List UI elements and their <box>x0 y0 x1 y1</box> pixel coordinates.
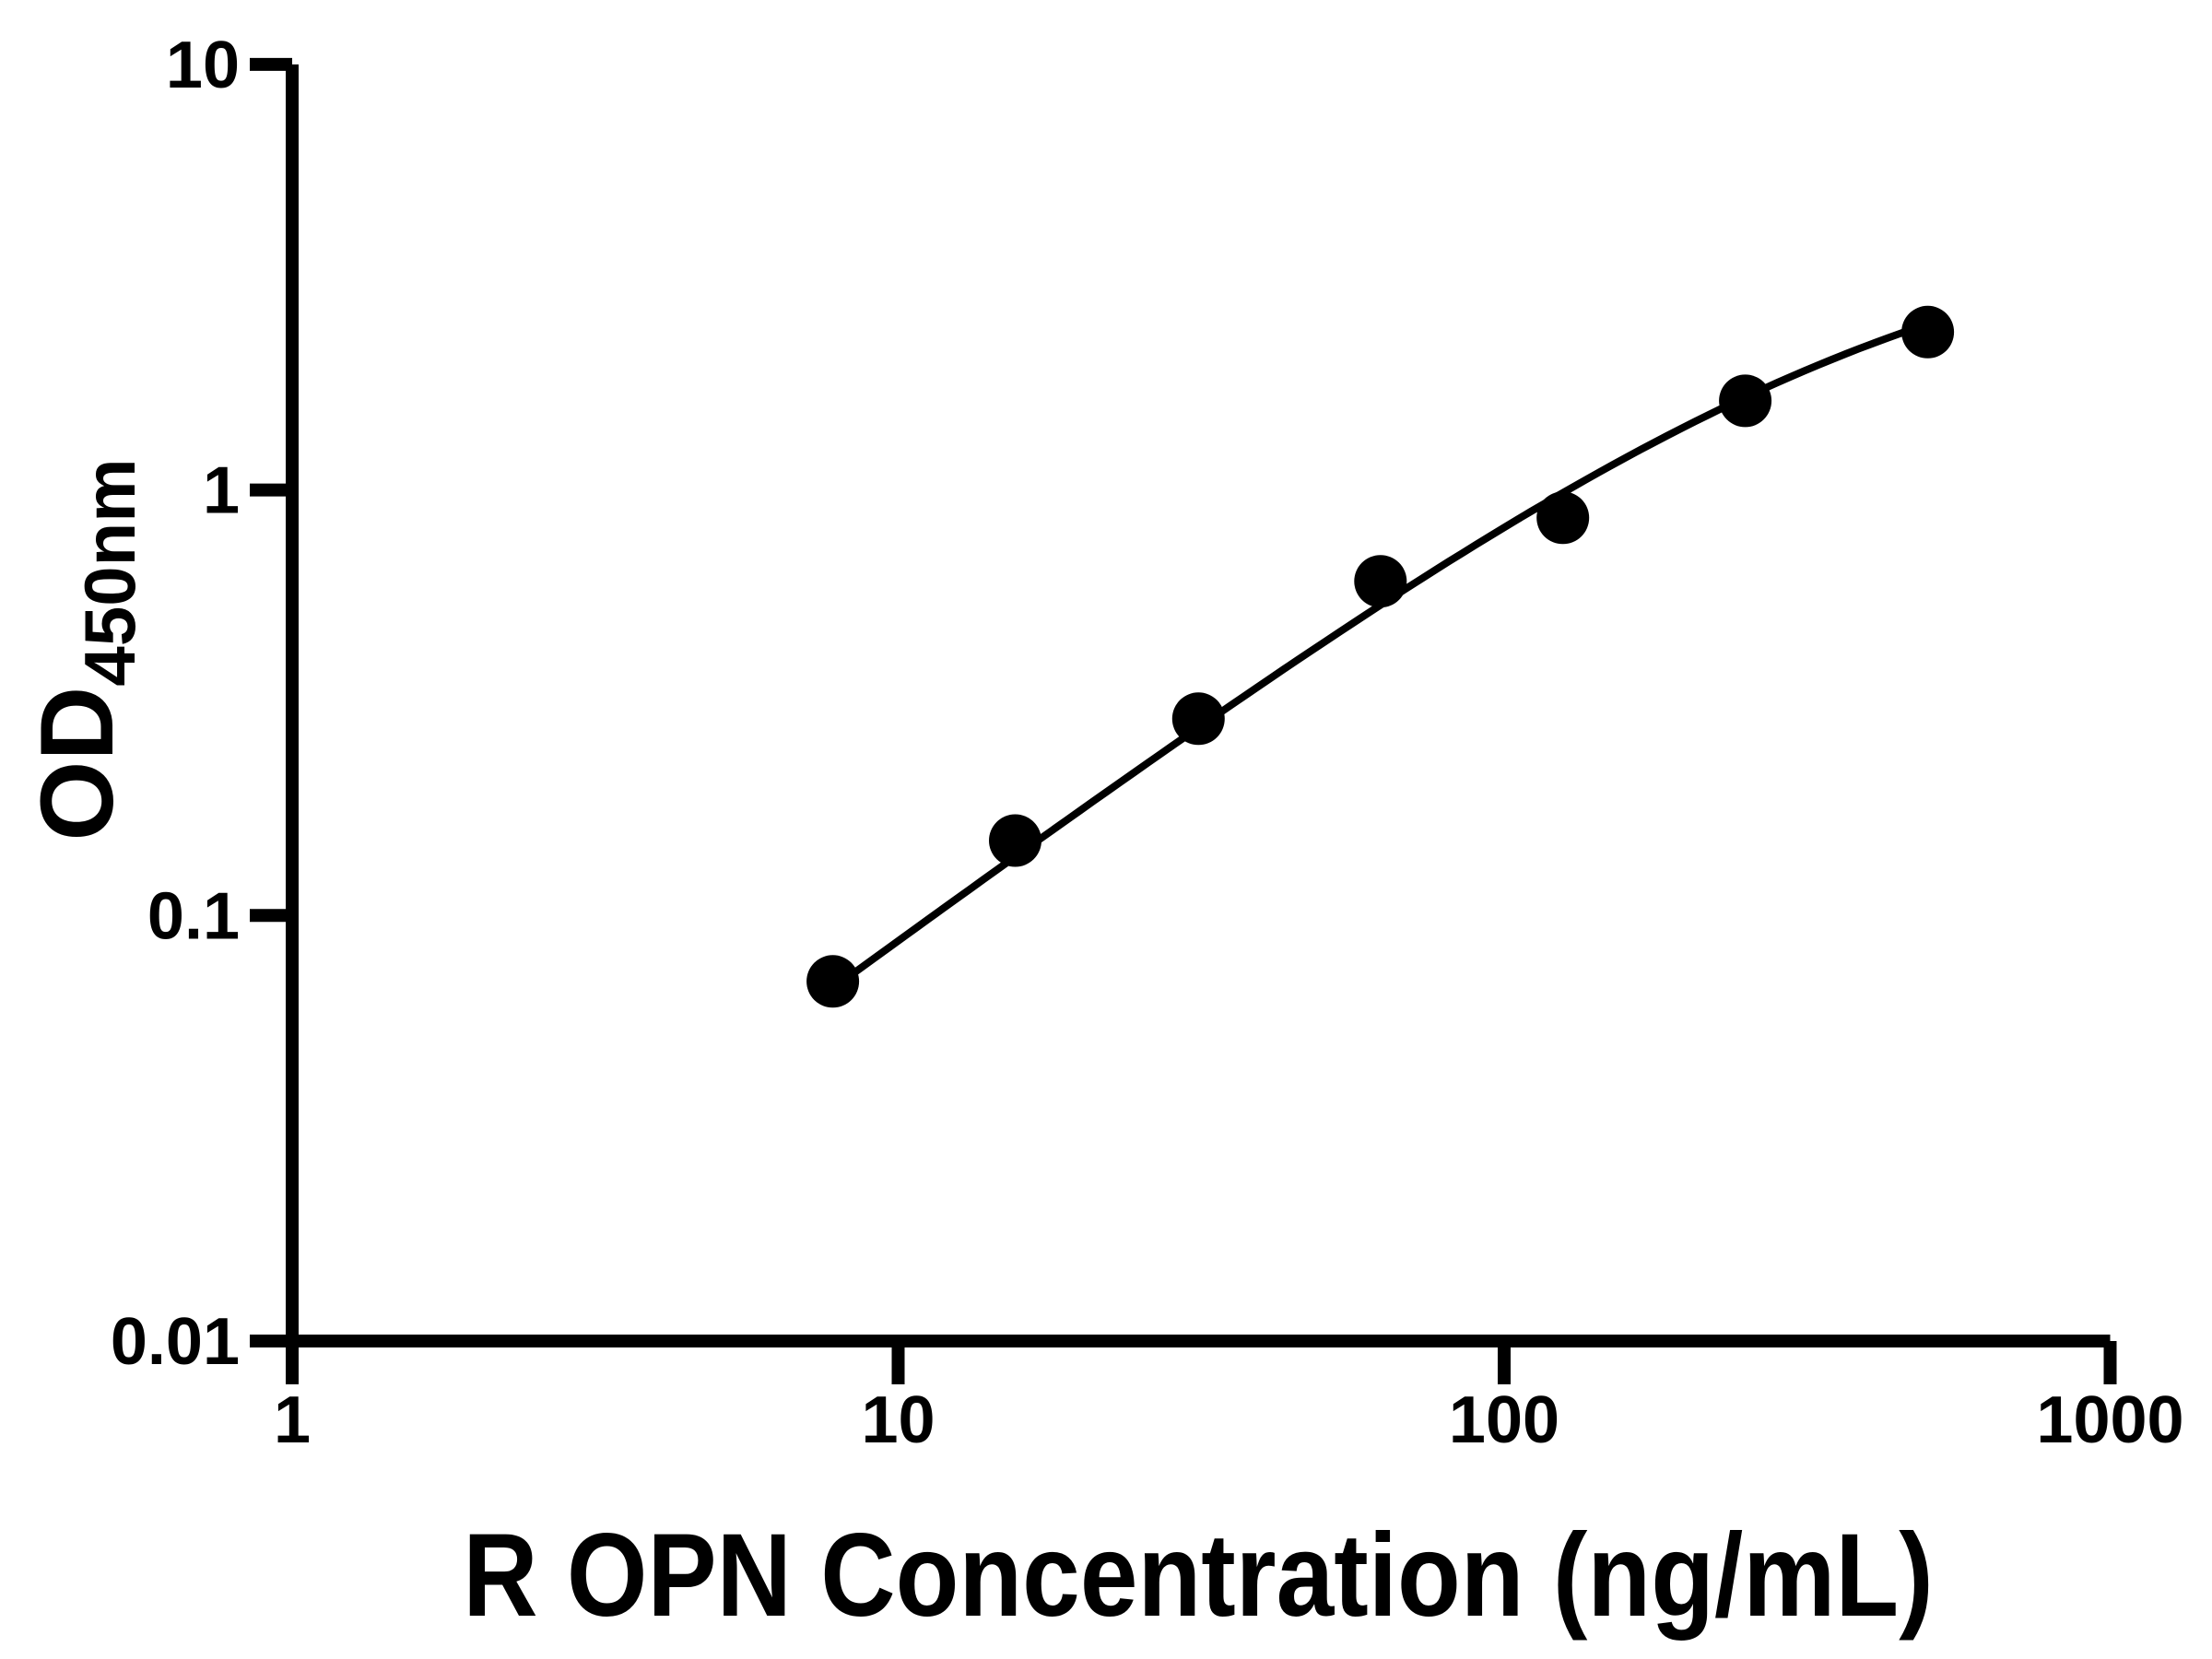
x-axis-title-group: R OPN Concentration (ng/mL) <box>463 1509 1933 1641</box>
data-point-1 <box>806 955 860 1008</box>
x-tick-label-1: 1 <box>274 1383 311 1457</box>
y-tick-label-0.01: 0.01 <box>111 1305 240 1379</box>
data-point-2 <box>989 814 1041 867</box>
fit-curve-line <box>829 320 1932 993</box>
x-tick-label-1000: 1000 <box>2036 1383 2183 1457</box>
data-point-7 <box>1901 305 1955 359</box>
x-axis-title: R OPN Concentration (ng/mL) <box>463 1509 1933 1641</box>
y-tick-label-0.1: 0.1 <box>147 879 240 953</box>
data-point-3 <box>1171 692 1225 746</box>
y-axis-title: OD450nm <box>19 458 150 841</box>
data-point-4 <box>1354 555 1407 608</box>
data-point-5 <box>1536 491 1590 545</box>
x-tick-label-100: 100 <box>1449 1383 1559 1457</box>
y-tick-label-1: 1 <box>203 454 240 528</box>
data-point-6 <box>1719 374 1772 428</box>
x-tick-label-10: 10 <box>861 1383 935 1457</box>
y-tick-label-10: 10 <box>166 29 240 102</box>
